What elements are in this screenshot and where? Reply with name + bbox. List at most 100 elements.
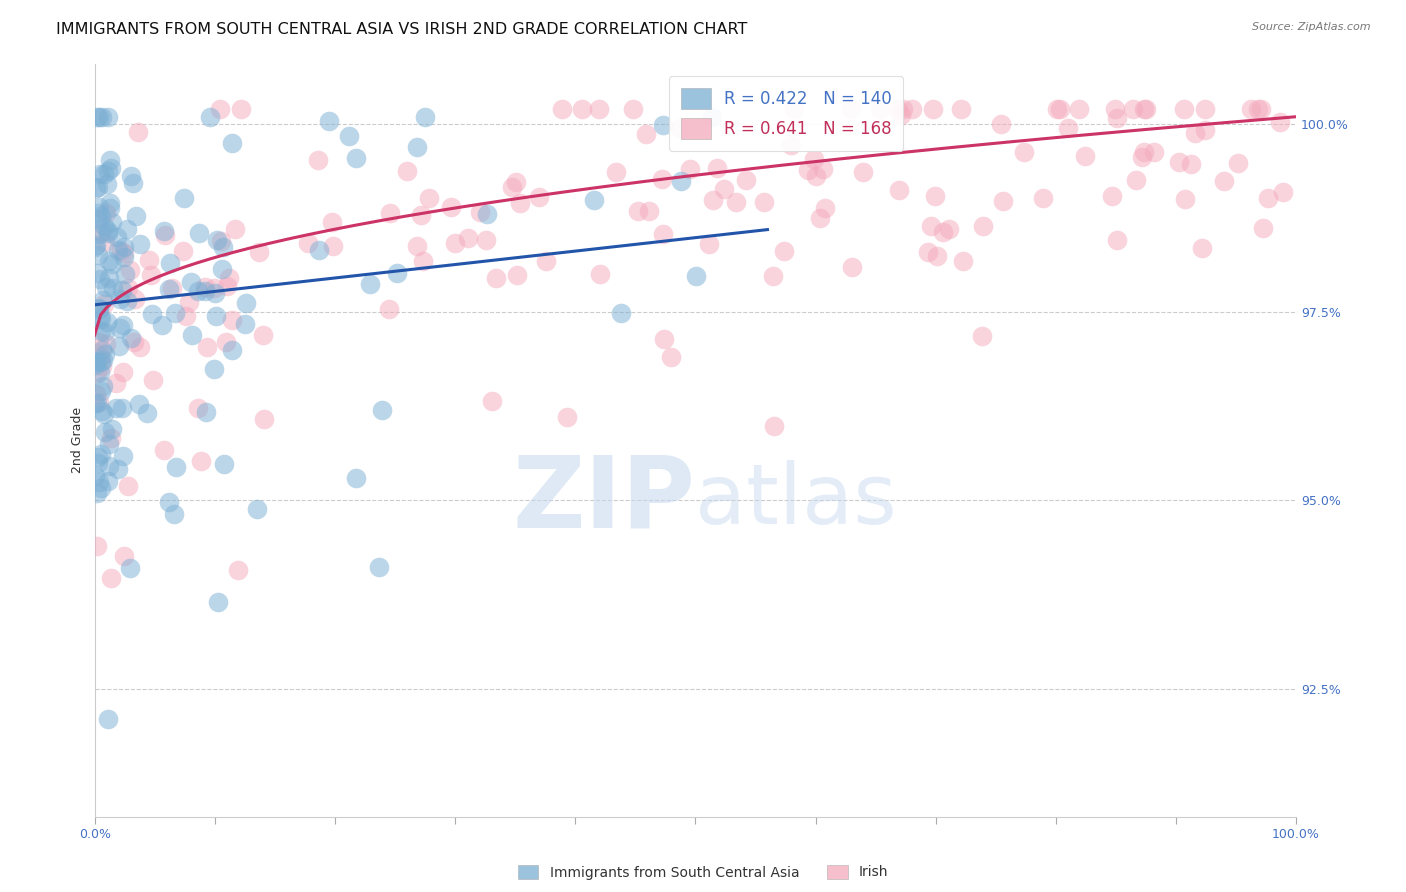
- Point: [481, 393, 503, 408]
- Point: [990, 117, 1012, 131]
- Point: [87, 456, 110, 470]
- Point: [90, 324, 112, 338]
- Point: [938, 221, 960, 235]
- Point: [797, 163, 820, 178]
- Point: [1130, 150, 1153, 164]
- Point: [1213, 173, 1236, 187]
- Point: [111, 365, 134, 379]
- Point: [651, 172, 673, 186]
- Point: [97, 163, 120, 178]
- Point: [762, 268, 785, 283]
- Point: [1074, 149, 1097, 163]
- Point: [84, 396, 107, 410]
- Point: [814, 201, 837, 215]
- Point: [89, 301, 111, 315]
- Point: [127, 124, 149, 138]
- Point: [96, 474, 118, 488]
- Point: [752, 195, 775, 210]
- Point: [773, 244, 796, 258]
- Point: [668, 121, 690, 136]
- Point: [377, 302, 399, 317]
- Point: [583, 193, 606, 207]
- Point: [165, 306, 187, 320]
- Point: [322, 238, 344, 252]
- Point: [89, 350, 111, 364]
- Point: [138, 252, 160, 267]
- Point: [669, 173, 692, 187]
- Point: [86, 355, 108, 369]
- Point: [808, 211, 831, 225]
- Point: [661, 350, 683, 364]
- Point: [108, 338, 131, 352]
- Point: [1125, 172, 1147, 186]
- Point: [1143, 145, 1166, 160]
- Point: [87, 475, 110, 490]
- Point: [101, 215, 124, 229]
- Point: [163, 507, 186, 521]
- Point: [1194, 123, 1216, 137]
- Point: [202, 362, 225, 376]
- Point: [1226, 156, 1249, 170]
- Point: [93, 168, 115, 182]
- Point: [1101, 189, 1123, 203]
- Point: [1173, 102, 1195, 116]
- Legend: Immigrants from South Central Asia, Irish: Immigrants from South Central Asia, Iris…: [512, 859, 894, 885]
- Point: [702, 193, 724, 207]
- Point: [1180, 157, 1202, 171]
- Point: [1135, 102, 1157, 116]
- Point: [506, 268, 529, 282]
- Point: [162, 281, 184, 295]
- Point: [485, 270, 508, 285]
- Point: [97, 712, 120, 726]
- Point: [534, 254, 557, 268]
- Point: [91, 404, 114, 418]
- Point: [813, 162, 835, 177]
- Point: [86, 539, 108, 553]
- Point: [165, 460, 187, 475]
- Point: [318, 113, 340, 128]
- Point: [84, 387, 107, 401]
- Point: [588, 102, 610, 116]
- Point: [87, 206, 110, 220]
- Point: [527, 190, 550, 204]
- Point: [344, 151, 367, 165]
- Point: [91, 359, 114, 374]
- Point: [159, 256, 181, 270]
- Point: [418, 191, 440, 205]
- Point: [627, 204, 650, 219]
- Point: [120, 169, 142, 183]
- Point: [783, 102, 806, 116]
- Point: [94, 346, 117, 360]
- Point: [551, 102, 574, 116]
- Point: [90, 312, 112, 326]
- Point: [651, 227, 673, 241]
- Point: [685, 268, 707, 283]
- Point: [194, 284, 217, 298]
- Point: [112, 240, 135, 254]
- Point: [110, 244, 132, 259]
- Point: [112, 549, 135, 563]
- Point: [891, 102, 914, 116]
- Point: [735, 173, 758, 187]
- Point: [108, 292, 131, 306]
- Point: [91, 352, 114, 367]
- Point: [920, 219, 942, 234]
- Point: [221, 343, 243, 358]
- Point: [409, 208, 432, 222]
- Point: [932, 225, 955, 239]
- Point: [972, 329, 994, 343]
- Point: [98, 195, 121, 210]
- Point: [609, 306, 631, 320]
- Point: [634, 128, 657, 142]
- Point: [803, 152, 825, 166]
- Point: [190, 454, 212, 468]
- Point: [152, 443, 174, 458]
- Point: [97, 224, 120, 238]
- Point: [96, 177, 118, 191]
- Point: [235, 295, 257, 310]
- Point: [406, 239, 429, 253]
- Point: [204, 286, 226, 301]
- Point: [359, 277, 381, 292]
- Point: [101, 422, 124, 436]
- Point: [187, 284, 209, 298]
